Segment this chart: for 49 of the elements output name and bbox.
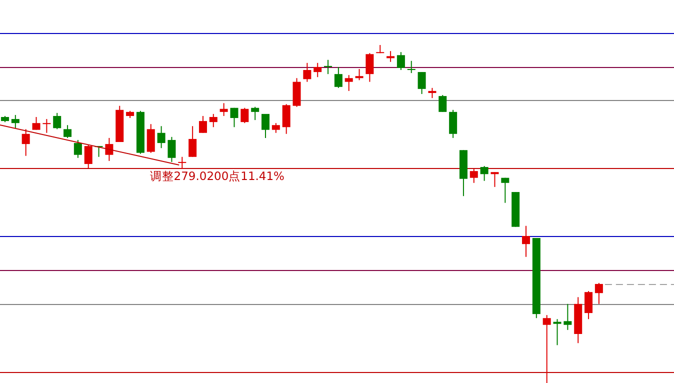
candlestick [220, 102, 228, 116]
candlestick [251, 106, 260, 121]
candlestick [74, 139, 82, 158]
candlestick [449, 109, 458, 138]
candlestick [324, 59, 332, 75]
candlestick [594, 282, 603, 304]
candlestick [480, 166, 488, 182]
candlestick [157, 126, 166, 149]
candlestick [262, 113, 270, 138]
candlestick [553, 318, 562, 346]
candlestick [11, 114, 20, 129]
candlestick [22, 128, 30, 156]
candlestick [366, 52, 374, 82]
candlestick [64, 124, 72, 138]
candlestick [292, 78, 301, 108]
candlestick [386, 50, 395, 62]
candlestick [522, 225, 530, 258]
candlestick [188, 126, 197, 158]
candlestick [542, 314, 551, 383]
candlestick [334, 66, 342, 88]
candlestick [146, 124, 155, 154]
candlestick [282, 104, 290, 134]
annotation: 调整279.0200点11.41% [150, 169, 285, 184]
candlestick [84, 144, 92, 169]
candlestick [272, 122, 280, 134]
candlestick [428, 87, 436, 99]
candlestick [584, 290, 593, 320]
candlestick [470, 168, 478, 184]
candlestick [396, 52, 405, 71]
candlestick [303, 62, 312, 82]
candlestick [209, 113, 218, 128]
candlestick [355, 68, 364, 81]
candlestick [230, 107, 238, 128]
candlestick [53, 112, 62, 130]
candlestick [105, 137, 114, 162]
candlestick [501, 177, 510, 204]
candlestick [438, 94, 447, 112]
candlestick [344, 74, 353, 92]
candlestick [168, 136, 176, 162]
candlestick [407, 60, 416, 74]
candlestick [42, 118, 51, 134]
candlestick [178, 156, 186, 170]
candlestick [198, 115, 207, 134]
candlestick [240, 107, 249, 124]
candlestick [564, 303, 572, 330]
candlestick [418, 72, 426, 95]
candlestick [32, 116, 40, 130]
candlestick [314, 62, 322, 78]
candlestick [490, 172, 499, 188]
